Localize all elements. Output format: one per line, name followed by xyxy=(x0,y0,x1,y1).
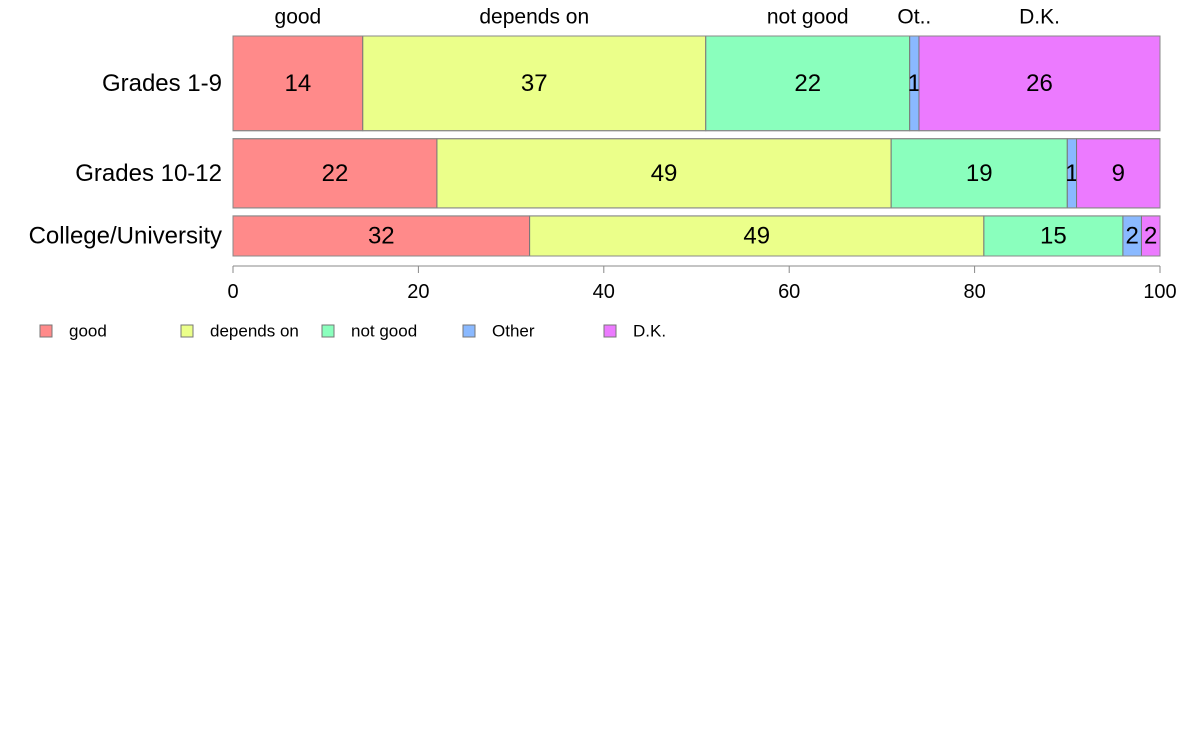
legend-item-d-k: D.K. xyxy=(603,322,666,341)
top-category-labels: good depends on not good Ot.. D.K. xyxy=(275,6,1060,29)
x-tick-label-60: 60 xyxy=(778,281,800,303)
data-label-grades-10-12-d-k: 9 xyxy=(1112,160,1125,187)
legend-item-good: good xyxy=(39,322,107,341)
data-label-college-university-not-good: 15 xyxy=(1040,222,1067,249)
bar-outline-college-university xyxy=(232,215,1161,257)
bar-grades-1-9-good xyxy=(232,35,364,132)
legend-label-not-good: not good xyxy=(351,322,417,341)
legend: good depends on not good Other D.K. xyxy=(39,322,666,341)
category-label-grades-10-12: Grades 10-12 xyxy=(75,160,222,187)
x-tick-label-40: 40 xyxy=(593,281,615,303)
category-label-grades-1-9: Grades 1-9 xyxy=(102,70,222,97)
bar-college-university-depends-on xyxy=(529,215,985,257)
top-label-other: Ot.. xyxy=(897,6,931,29)
bar-outline-grades-10-12 xyxy=(232,138,1161,209)
bar-grades-10-12-d-k xyxy=(1076,138,1161,209)
y-axis-labels: Grades 1-9 Grades 10-12 College/University xyxy=(29,70,222,250)
legend-swatch-d-k xyxy=(603,324,617,338)
data-label-college-university-other: 2 xyxy=(1126,222,1139,249)
bar-grades-1-9-d-k xyxy=(918,35,1161,132)
legend-swatch-depends-on xyxy=(180,324,194,338)
legend-item-not-good: not good xyxy=(321,322,417,341)
x-tick-label-0: 0 xyxy=(227,281,238,303)
bar-outline-grades-1-9 xyxy=(232,35,1161,132)
legend-label-good: good xyxy=(69,322,107,341)
category-label-college-university: College/University xyxy=(29,222,222,249)
legend-label-depends-on: depends on xyxy=(210,322,299,341)
data-label-grades-10-12-not-good: 19 xyxy=(966,160,993,187)
data-label-grades-1-9-d-k: 26 xyxy=(1026,70,1053,97)
data-label-college-university-good: 32 xyxy=(368,222,395,249)
legend-item-other: Other xyxy=(462,322,535,341)
legend-swatch-not-good xyxy=(321,324,335,338)
legend-swatch-good xyxy=(39,324,53,338)
legend-label-other: Other xyxy=(492,322,535,341)
legend-item-depends-on: depends on xyxy=(180,322,299,341)
data-label-grades-10-12-good: 22 xyxy=(322,160,349,187)
data-label-college-university-d-k: 2 xyxy=(1144,222,1157,249)
legend-label-d-k: D.K. xyxy=(633,322,666,341)
top-label-depends-on: depends on xyxy=(479,6,589,29)
bar-grades-10-12-not-good xyxy=(890,138,1068,209)
data-label-grades-10-12-depends-on: 49 xyxy=(651,160,678,187)
top-label-d-k: D.K. xyxy=(1019,6,1060,29)
x-tick-label-20: 20 xyxy=(407,281,429,303)
top-label-good: good xyxy=(275,6,322,29)
data-label-grades-1-9-not-good: 22 xyxy=(794,70,821,97)
data-label-grades-1-9-good: 14 xyxy=(285,70,312,97)
data-label-college-university-depends-on: 49 xyxy=(743,222,770,249)
x-axis: 0 20 40 60 80 100 xyxy=(227,265,1177,303)
x-tick-label-100: 100 xyxy=(1143,281,1176,303)
bar-grades-1-9-depends-on xyxy=(362,35,707,132)
data-label-grades-10-12-other: 1 xyxy=(1065,160,1078,187)
x-tick-label-80: 80 xyxy=(963,281,985,303)
data-label-grades-1-9-other: 1 xyxy=(908,70,921,97)
top-label-not-good: not good xyxy=(767,6,849,29)
data-label-grades-1-9-depends-on: 37 xyxy=(521,70,548,97)
legend-swatch-other xyxy=(462,324,476,338)
